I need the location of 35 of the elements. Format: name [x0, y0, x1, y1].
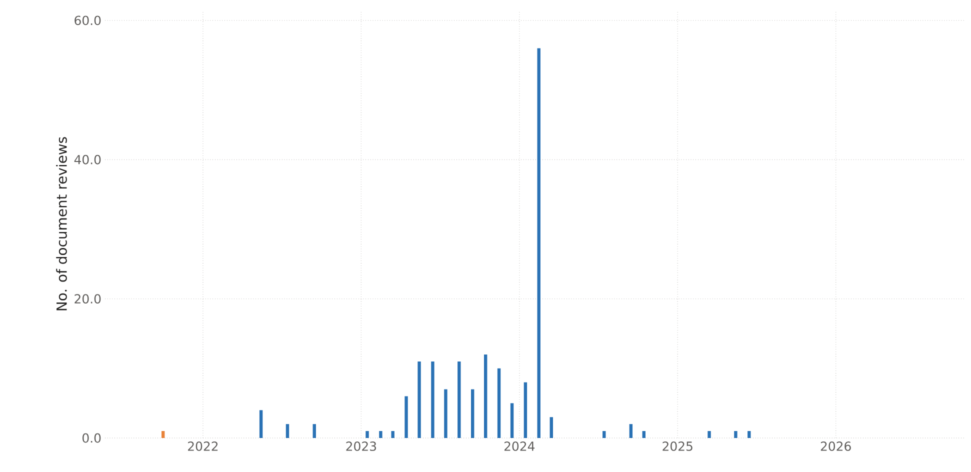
y-tick-label: 0.0	[82, 433, 101, 443]
bar	[404, 396, 408, 438]
y-axis-title: No. of document reviews	[56, 137, 67, 310]
bar	[629, 424, 633, 438]
bar	[510, 403, 514, 438]
bar	[458, 361, 461, 438]
bar	[286, 424, 290, 438]
x-tick-label: 2024	[504, 442, 535, 451]
bar	[444, 389, 448, 438]
bar	[391, 431, 394, 438]
x-tick-label: 2023	[346, 442, 376, 451]
x-tick-label: 2026	[820, 442, 851, 451]
y-tick-label: 20.0	[74, 294, 101, 304]
bar	[161, 431, 165, 438]
bar	[484, 354, 488, 438]
bar	[642, 431, 646, 438]
y-tick-label: 40.0	[74, 154, 101, 164]
bar	[470, 389, 474, 438]
bar	[431, 361, 434, 438]
x-tick-label: 2022	[188, 442, 218, 451]
bar	[379, 431, 382, 438]
bar	[708, 431, 711, 438]
bar	[550, 417, 553, 438]
bar	[748, 431, 751, 438]
bar	[524, 382, 528, 438]
bar	[312, 424, 316, 438]
bar	[602, 431, 606, 438]
y-tick-label: 60.0	[74, 16, 101, 26]
bar	[259, 410, 263, 438]
x-tick-label: 2025	[662, 442, 692, 451]
bar	[734, 431, 738, 438]
bar	[537, 48, 540, 438]
bar	[366, 431, 369, 438]
bar	[418, 361, 421, 438]
bar	[497, 368, 501, 438]
